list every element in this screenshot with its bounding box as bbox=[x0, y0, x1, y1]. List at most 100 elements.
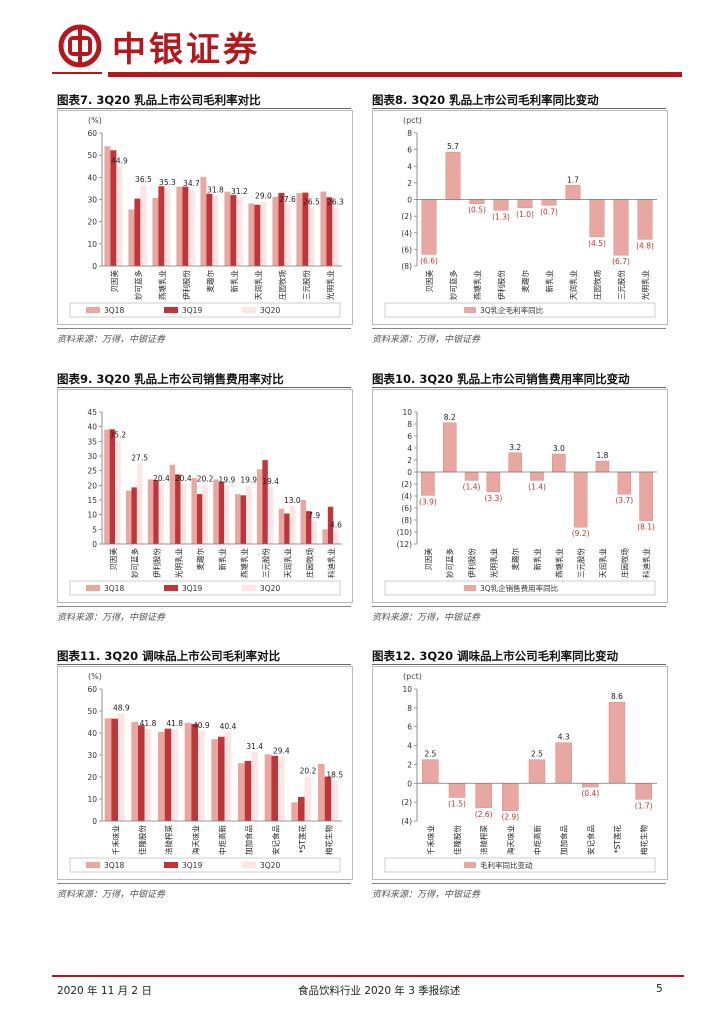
category-label: 伊利股份 bbox=[152, 548, 162, 578]
legend-swatch bbox=[164, 585, 178, 591]
data-label: 31.8 bbox=[207, 186, 224, 195]
data-label: 2.5 bbox=[531, 750, 543, 759]
data-label: 34.7 bbox=[183, 179, 200, 188]
category-label: 科迪乳业 bbox=[641, 548, 651, 578]
legend-label: 3Q20 bbox=[260, 306, 280, 315]
bar-3q20 bbox=[180, 484, 186, 544]
bar-3q18 bbox=[104, 429, 110, 544]
category-label: 涪陵榨菜 bbox=[164, 825, 174, 855]
chart-gross-margin-dairy: (%) 0 10 20 30 40 50 60 44.9 36.5 35.3 34.7 31.8 31.2… bbox=[57, 110, 353, 325]
bar-3q19 bbox=[134, 198, 141, 266]
category-label: 伊利股份 bbox=[181, 270, 191, 300]
source-note: 资料来源：万得，中银证券 bbox=[372, 890, 481, 900]
data-label: 44.9 bbox=[111, 156, 128, 165]
data-label: 19.4 bbox=[262, 477, 279, 486]
data-label: 29.4 bbox=[273, 746, 290, 755]
category-label: 光明乳业 bbox=[173, 548, 183, 578]
y-tick-label: 50 bbox=[87, 151, 97, 160]
y-tick-label: 0 bbox=[407, 779, 412, 788]
y-tick-label: (2) bbox=[401, 798, 412, 807]
legend-label: 3Q乳企销售费用率同比 bbox=[480, 583, 559, 593]
bar-3q19 bbox=[196, 494, 203, 544]
bar-3q18 bbox=[128, 209, 135, 266]
bar-3q18 bbox=[296, 193, 303, 266]
data-label: (3.9) bbox=[419, 497, 437, 506]
data-label: 19.9 bbox=[240, 476, 257, 485]
data-label: 5.7 bbox=[447, 142, 459, 151]
data-label: 3.0 bbox=[553, 444, 565, 453]
page-number: 5 bbox=[656, 983, 663, 995]
category-label: 麦趣尔 bbox=[510, 548, 520, 571]
chart-title: 图表7. 3Q20 乳品上市公司毛利率对比 bbox=[57, 93, 261, 107]
category-label: 妙可蓝多 bbox=[445, 548, 455, 578]
y-tick-label: 40 bbox=[87, 423, 97, 432]
y-tick-label: 40 bbox=[87, 729, 97, 738]
header-rule-left bbox=[52, 72, 102, 74]
category-label: 新乳业 bbox=[544, 270, 554, 293]
category-label: 燕塘乳业 bbox=[554, 548, 564, 578]
title-rule bbox=[372, 664, 666, 665]
y-tick-label: 40 bbox=[87, 173, 97, 182]
bar-3q20 bbox=[308, 207, 315, 266]
axis-unit-label: (pct) bbox=[403, 672, 422, 681]
category-label: 庄园牧场 bbox=[277, 270, 287, 300]
bar-change bbox=[508, 452, 522, 473]
axis-unit-label: (pct) bbox=[403, 116, 422, 125]
chart-selling-expense-dairy: 0 5 10 15 20 25 30 35 40 45 35.2 27.5 20.4 20.4 20.2 19… bbox=[57, 389, 353, 603]
category-label: 贝因美 bbox=[109, 270, 119, 293]
category-label: 中炬高新 bbox=[532, 825, 542, 855]
bar-3q19 bbox=[240, 495, 246, 544]
bar-change bbox=[486, 471, 501, 493]
legend-swatch bbox=[242, 307, 256, 313]
category-label: 三元股份 bbox=[301, 270, 311, 300]
source-rule bbox=[57, 883, 351, 884]
data-label: (1.5) bbox=[448, 799, 466, 808]
bar-3q18 bbox=[104, 146, 111, 266]
y-tick-label: (8) bbox=[401, 516, 412, 525]
bar-3q18 bbox=[152, 197, 159, 266]
bar-3q20 bbox=[158, 484, 165, 544]
y-tick-label: 25 bbox=[87, 467, 97, 476]
y-tick-label: 0 bbox=[92, 540, 97, 549]
source-note: 资料来源：万得，中银证券 bbox=[372, 613, 481, 623]
category-label: 妙可蓝多 bbox=[448, 270, 458, 300]
bar-change bbox=[552, 453, 566, 473]
bar-3q18 bbox=[264, 754, 272, 821]
bar-3q20 bbox=[202, 484, 208, 544]
bar-change bbox=[613, 199, 629, 256]
data-label: 4.6 bbox=[330, 521, 342, 530]
bar-3q18 bbox=[126, 490, 132, 544]
bar-3q18 bbox=[158, 731, 165, 821]
bar-3q20 bbox=[284, 204, 291, 266]
bar-3q20 bbox=[224, 732, 232, 821]
category-label: 贝因美 bbox=[108, 548, 118, 571]
data-label: 26.3 bbox=[327, 198, 344, 207]
data-label: (1.0) bbox=[516, 210, 534, 219]
y-tick-label: (12) bbox=[397, 540, 412, 549]
category-label: 天润乳业 bbox=[597, 548, 607, 578]
category-label: 光明乳业 bbox=[488, 548, 498, 578]
y-tick-label: 6 bbox=[407, 432, 412, 441]
y-tick-label: 30 bbox=[87, 196, 97, 205]
bar-3q18 bbox=[211, 739, 218, 821]
bar-change bbox=[517, 199, 533, 209]
y-tick-label: 8 bbox=[407, 704, 412, 713]
data-label: 13.0 bbox=[284, 496, 301, 505]
data-label: (4.8) bbox=[636, 241, 654, 250]
y-tick-label: 30 bbox=[87, 452, 97, 461]
category-label: 妙可蓝多 bbox=[133, 270, 143, 300]
data-label: (0.5) bbox=[468, 206, 486, 215]
bar-change bbox=[555, 742, 572, 784]
y-tick-label: 10 bbox=[87, 795, 97, 804]
footer-rule bbox=[52, 975, 684, 977]
bar-3q20 bbox=[144, 729, 152, 821]
chart-svg: (%) 0 10 20 30 40 50 60 44.9 36.5 35.3 34.7 31.8 31.2… bbox=[69, 116, 344, 318]
bar-3q18 bbox=[248, 203, 255, 266]
bar-3q18 bbox=[224, 191, 231, 266]
legend-box bbox=[384, 580, 656, 596]
bar-3q19 bbox=[218, 481, 225, 544]
legend-box bbox=[384, 857, 656, 873]
legend-swatch bbox=[86, 307, 100, 313]
data-label: (0.7) bbox=[540, 207, 558, 216]
title-rule bbox=[57, 387, 351, 388]
